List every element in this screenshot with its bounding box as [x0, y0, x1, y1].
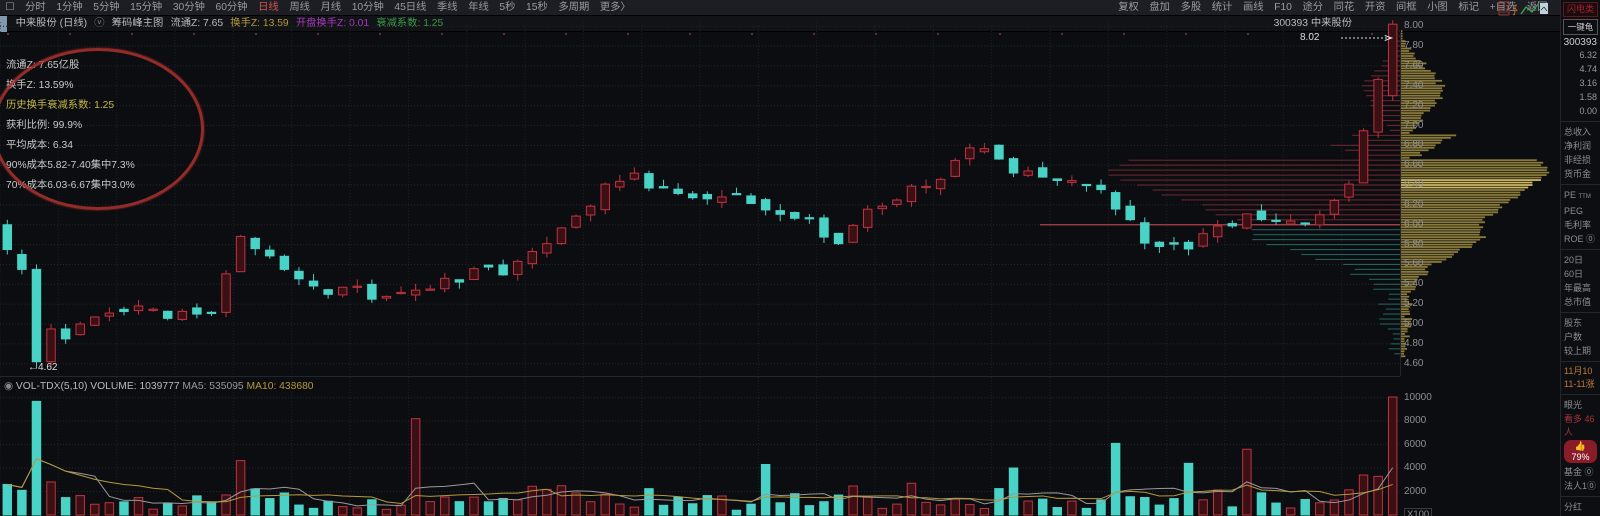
- svg-text:∱: ∱: [1512, 4, 1518, 16]
